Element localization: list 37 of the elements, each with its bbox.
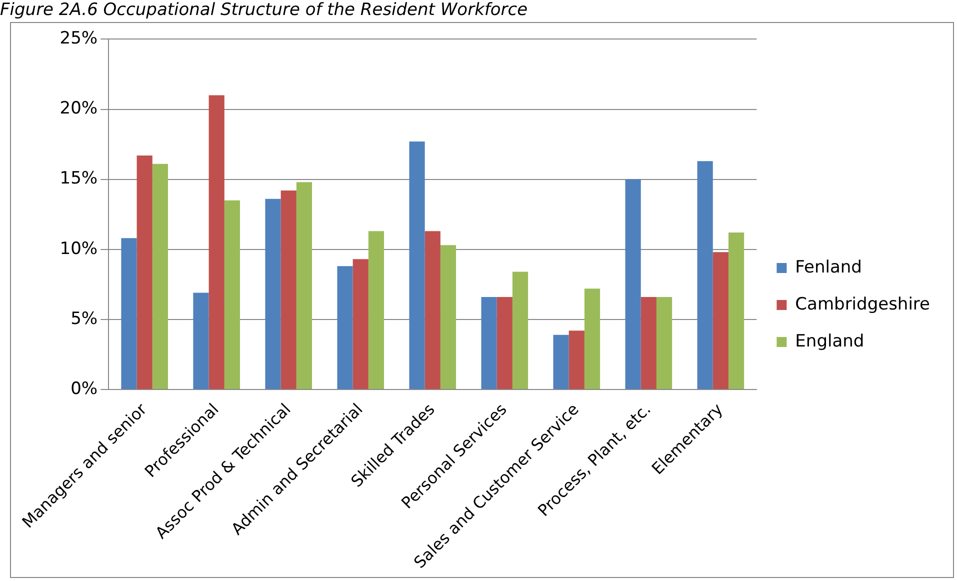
chart-title: Figure 2A.6 Occupational Structure of the Resident Workforce bbox=[0, 0, 528, 20]
bar bbox=[224, 200, 240, 389]
bar bbox=[265, 198, 281, 389]
bar bbox=[553, 334, 569, 389]
bar bbox=[568, 330, 584, 389]
y-tick-label: 15% bbox=[60, 168, 98, 189]
bar bbox=[193, 292, 209, 389]
bar bbox=[584, 288, 600, 389]
bar bbox=[280, 190, 296, 389]
legend-label: Cambridgeshire bbox=[795, 294, 930, 314]
bar bbox=[409, 141, 425, 389]
bar bbox=[697, 161, 713, 389]
bar bbox=[712, 252, 728, 389]
bar bbox=[481, 297, 497, 389]
y-tick-label: 0% bbox=[70, 378, 98, 399]
bar bbox=[296, 182, 312, 389]
y-tick-label: 5% bbox=[70, 308, 98, 329]
bar bbox=[640, 297, 656, 389]
y-tick-label: 25% bbox=[60, 28, 98, 49]
bar bbox=[512, 272, 528, 389]
y-tick-label: 10% bbox=[60, 238, 98, 259]
bar bbox=[656, 297, 672, 389]
bar bbox=[424, 231, 440, 389]
bar bbox=[208, 95, 224, 389]
bar bbox=[352, 259, 368, 389]
bar bbox=[440, 245, 456, 389]
bar bbox=[152, 164, 168, 389]
bar bbox=[728, 232, 744, 389]
y-tick-label: 20% bbox=[60, 98, 98, 119]
legend-label: Fenland bbox=[795, 257, 862, 278]
bar bbox=[368, 231, 384, 389]
bar bbox=[121, 238, 137, 389]
bar bbox=[496, 297, 512, 389]
bar bbox=[337, 266, 353, 389]
bar bbox=[625, 179, 641, 389]
legend-label: England bbox=[795, 331, 864, 352]
bar bbox=[136, 155, 152, 389]
